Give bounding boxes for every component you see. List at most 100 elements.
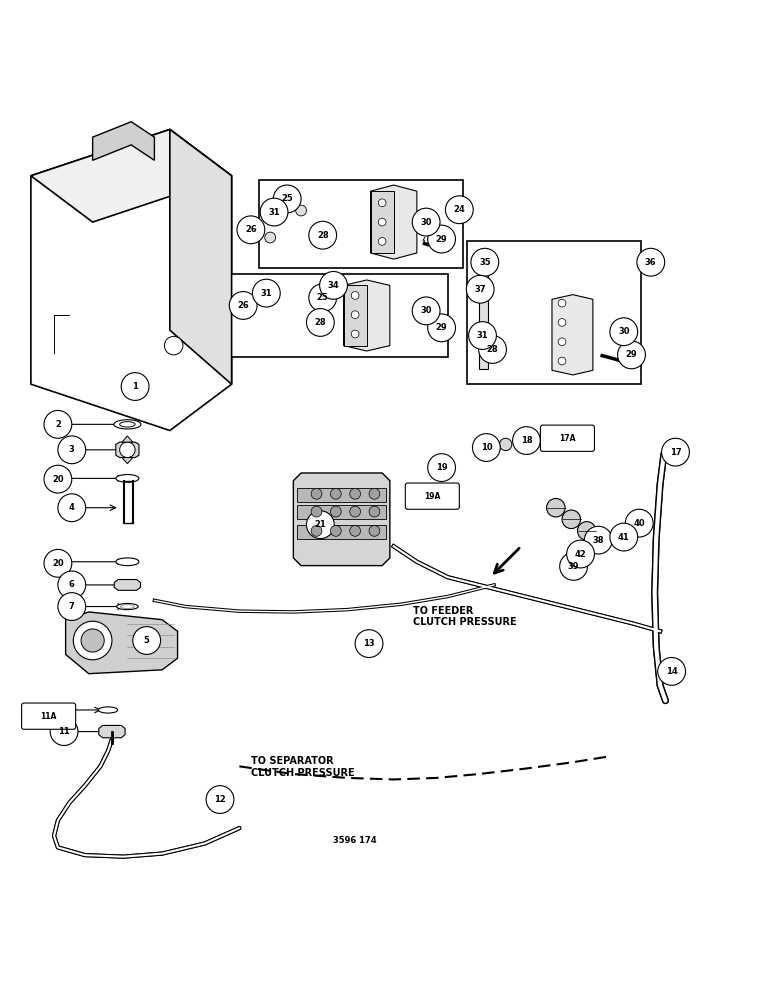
Polygon shape (114, 580, 141, 590)
Circle shape (350, 525, 361, 536)
Circle shape (265, 232, 276, 243)
Circle shape (309, 284, 337, 312)
Circle shape (466, 275, 494, 303)
Text: 12: 12 (214, 795, 226, 804)
Text: 17A: 17A (559, 434, 576, 443)
Text: 11: 11 (58, 727, 70, 736)
Text: 31: 31 (260, 289, 273, 298)
Text: 29: 29 (435, 235, 448, 244)
Circle shape (252, 279, 280, 307)
Text: 17: 17 (669, 448, 682, 457)
Text: 6: 6 (69, 580, 75, 589)
Circle shape (471, 248, 499, 276)
Circle shape (351, 292, 359, 299)
Polygon shape (116, 442, 139, 458)
Text: 31: 31 (476, 331, 489, 340)
Circle shape (58, 494, 86, 522)
Text: 31: 31 (268, 208, 280, 217)
Text: 13: 13 (363, 639, 375, 648)
Polygon shape (344, 285, 367, 346)
Text: 26: 26 (237, 301, 249, 310)
Text: 28: 28 (317, 231, 329, 240)
Polygon shape (344, 280, 390, 351)
Circle shape (378, 238, 386, 245)
Circle shape (469, 322, 496, 349)
Text: 21: 21 (314, 520, 327, 529)
Circle shape (558, 319, 566, 326)
Text: 25: 25 (281, 194, 293, 203)
Polygon shape (122, 458, 133, 464)
Text: 1: 1 (132, 382, 138, 391)
Circle shape (306, 511, 334, 539)
Text: 19A: 19A (424, 492, 441, 501)
Polygon shape (99, 725, 125, 738)
Circle shape (562, 510, 581, 529)
Ellipse shape (113, 420, 141, 429)
Circle shape (229, 292, 257, 319)
Circle shape (164, 336, 183, 355)
Circle shape (320, 271, 347, 299)
Circle shape (273, 185, 301, 213)
Ellipse shape (120, 422, 135, 427)
Polygon shape (66, 612, 178, 674)
Text: 3: 3 (69, 445, 75, 454)
Circle shape (44, 465, 72, 493)
Text: 28: 28 (314, 318, 327, 327)
Text: 41: 41 (618, 533, 630, 542)
Text: 10: 10 (480, 443, 493, 452)
Circle shape (73, 621, 112, 660)
Text: 18: 18 (520, 436, 533, 445)
Text: 30: 30 (421, 306, 432, 315)
Text: 2: 2 (55, 420, 61, 429)
Text: 3596 174: 3596 174 (334, 836, 377, 845)
Circle shape (311, 525, 322, 536)
Text: 5: 5 (144, 636, 150, 645)
Circle shape (625, 509, 653, 537)
Circle shape (351, 311, 359, 319)
Text: 25: 25 (317, 293, 329, 302)
Circle shape (567, 540, 594, 568)
Circle shape (513, 427, 540, 454)
Circle shape (618, 341, 645, 369)
Text: 30: 30 (421, 218, 432, 227)
Circle shape (412, 208, 440, 236)
Polygon shape (371, 191, 394, 253)
Text: 35: 35 (479, 258, 491, 267)
Text: 29: 29 (625, 350, 638, 359)
Circle shape (50, 718, 78, 745)
Circle shape (330, 488, 341, 499)
Circle shape (237, 216, 265, 244)
Text: TO FEEDER
CLUTCH PRESSURE: TO FEEDER CLUTCH PRESSURE (413, 606, 516, 627)
Circle shape (428, 314, 455, 342)
Circle shape (311, 506, 322, 517)
Circle shape (378, 199, 386, 207)
Text: TO SEPARATOR
CLUTCH PRESSURE: TO SEPARATOR CLUTCH PRESSURE (251, 756, 354, 778)
Ellipse shape (120, 605, 134, 608)
Circle shape (44, 410, 72, 438)
Text: 4: 4 (69, 503, 75, 512)
Circle shape (309, 221, 337, 249)
Circle shape (369, 506, 380, 517)
Circle shape (637, 248, 665, 276)
Circle shape (662, 438, 689, 466)
Polygon shape (93, 122, 154, 160)
Circle shape (58, 593, 86, 620)
Circle shape (58, 571, 86, 599)
Circle shape (355, 630, 383, 657)
Circle shape (369, 488, 380, 499)
FancyBboxPatch shape (22, 703, 76, 729)
Text: 28: 28 (486, 345, 499, 354)
Circle shape (558, 299, 566, 307)
Circle shape (121, 373, 149, 400)
Polygon shape (552, 295, 593, 375)
Circle shape (484, 441, 496, 454)
Text: 36: 36 (645, 258, 657, 267)
Circle shape (369, 525, 380, 536)
Circle shape (428, 225, 455, 253)
Text: 11A: 11A (40, 712, 57, 721)
Bar (228, 274, 448, 357)
Bar (259, 180, 463, 268)
Circle shape (351, 330, 359, 338)
Bar (297, 488, 386, 502)
Text: 37: 37 (475, 285, 486, 294)
